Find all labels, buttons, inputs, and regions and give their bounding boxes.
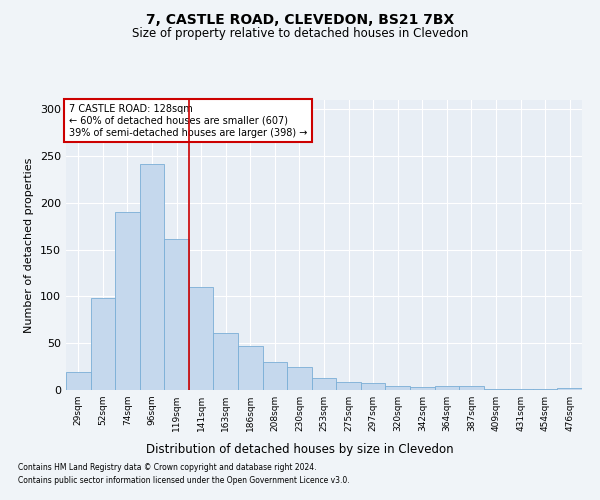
Bar [287, 366, 312, 390]
Bar [91, 298, 115, 390]
Text: 7 CASTLE ROAD: 128sqm
← 60% of detached houses are smaller (607)
39% of semi-det: 7 CASTLE ROAD: 128sqm ← 60% of detached … [68, 104, 307, 138]
Y-axis label: Number of detached properties: Number of detached properties [25, 158, 34, 332]
Text: 7, CASTLE ROAD, CLEVEDON, BS21 7BX: 7, CASTLE ROAD, CLEVEDON, BS21 7BX [146, 12, 454, 26]
Text: Contains HM Land Registry data © Crown copyright and database right 2024.: Contains HM Land Registry data © Crown c… [18, 464, 317, 472]
Bar [66, 372, 91, 390]
Bar [214, 333, 238, 390]
Bar [115, 212, 140, 390]
Bar [263, 362, 287, 390]
Bar [410, 387, 434, 390]
Text: Size of property relative to detached houses in Clevedon: Size of property relative to detached ho… [132, 28, 468, 40]
Bar [508, 389, 533, 390]
Bar [140, 164, 164, 390]
Bar [238, 346, 263, 390]
Text: Distribution of detached houses by size in Clevedon: Distribution of detached houses by size … [146, 442, 454, 456]
Bar [361, 384, 385, 390]
Bar [189, 287, 214, 390]
Bar [533, 389, 557, 390]
Bar [459, 386, 484, 390]
Bar [336, 382, 361, 390]
Bar [164, 240, 189, 390]
Bar [484, 389, 508, 390]
Text: Contains public sector information licensed under the Open Government Licence v3: Contains public sector information licen… [18, 476, 350, 485]
Bar [312, 378, 336, 390]
Bar [557, 388, 582, 390]
Bar [434, 386, 459, 390]
Bar [385, 386, 410, 390]
